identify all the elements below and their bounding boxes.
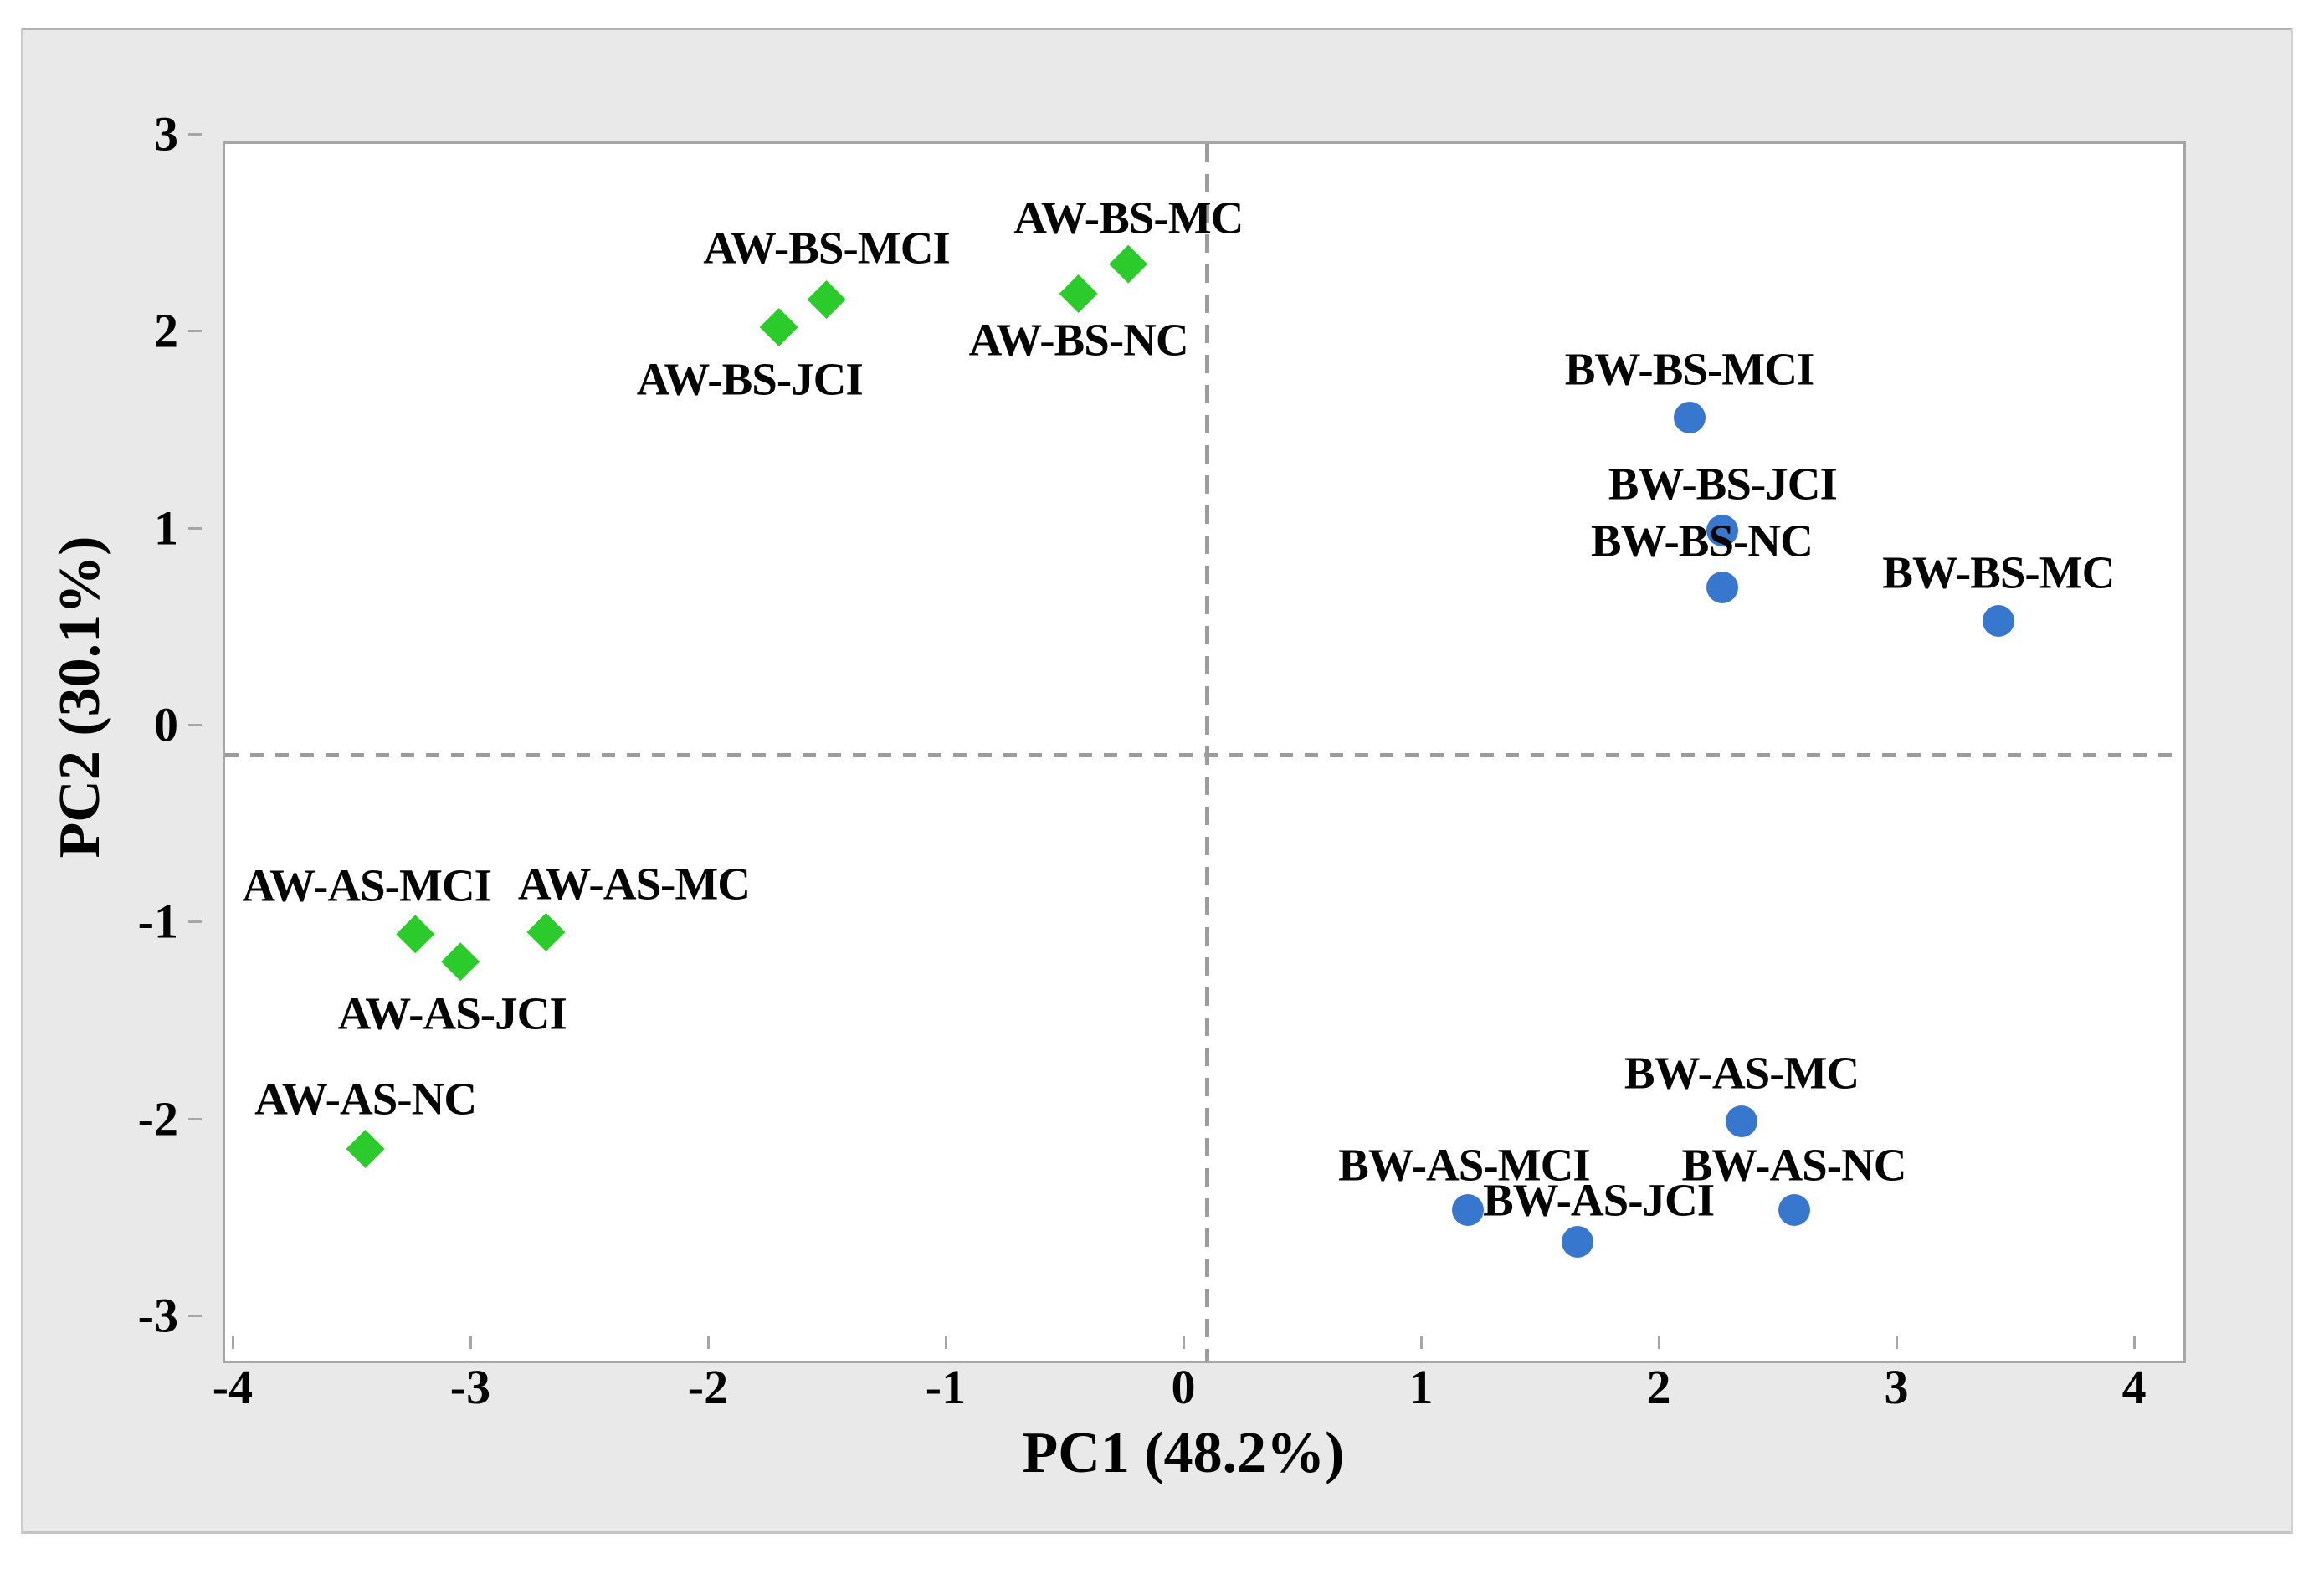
data-point-label-aw-as-mc: AW-AS-MC bbox=[517, 858, 751, 910]
y-tick-label: 1 bbox=[154, 500, 178, 556]
x-tick-mark bbox=[2133, 1336, 2137, 1349]
data-point-label-aw-bs-mci: AW-BS-MCI bbox=[703, 222, 951, 274]
x-tick-label: -1 bbox=[925, 1360, 967, 1414]
y-tick-label: -3 bbox=[137, 1288, 178, 1343]
x-tick-mark bbox=[231, 1336, 234, 1349]
y-tick-mark bbox=[188, 724, 202, 726]
data-point-label-aw-bs-mc: AW-BS-MC bbox=[1013, 192, 1244, 244]
chart-panel: AW-BS-MCI AW-BS-JCI AW-BS-NC AW-BS-MC AW-AS-… bbox=[21, 28, 2293, 1534]
data-point-marker-bw-bs-mci bbox=[1673, 402, 1706, 434]
data-point-label-bw-as-nc: BW-AS-NC bbox=[1681, 1139, 1907, 1191]
y-tick-label: 3 bbox=[154, 106, 178, 162]
data-point-marker-aw-bs-jci bbox=[759, 308, 798, 346]
x-tick-mark bbox=[1420, 1336, 1424, 1349]
y-tick-label: -1 bbox=[137, 894, 178, 949]
data-point-label-aw-as-jci: AW-AS-JCI bbox=[337, 987, 567, 1039]
data-point-marker-bw-as-nc bbox=[1778, 1193, 1810, 1226]
data-point-marker-bw-as-mc bbox=[1726, 1105, 1758, 1137]
x-tick-label: 4 bbox=[2121, 1360, 2147, 1414]
data-point-marker-aw-bs-nc bbox=[1059, 274, 1098, 313]
data-point-label-aw-as-nc: AW-AS-NC bbox=[254, 1073, 477, 1125]
x-tick-label: -3 bbox=[449, 1360, 491, 1414]
data-point-label-bw-as-mci: BW-AS-MCI bbox=[1338, 1139, 1591, 1191]
y-tick-label: -2 bbox=[137, 1091, 178, 1146]
x-tick-label: -2 bbox=[687, 1360, 729, 1414]
data-point-label-bw-as-mc: BW-AS-MC bbox=[1624, 1047, 1860, 1099]
data-point-marker-aw-bs-mc bbox=[1109, 244, 1148, 284]
y-tick-label: 0 bbox=[154, 697, 178, 752]
data-point-label-bw-as-jci: BW-AS-JCI bbox=[1482, 1174, 1715, 1226]
data-point-marker-aw-as-mc bbox=[526, 912, 566, 951]
y-tick-mark bbox=[188, 526, 202, 530]
data-point-marker-bw-bs-mc bbox=[1982, 604, 2014, 637]
data-point-marker-bw-as-jci bbox=[1562, 1225, 1594, 1258]
x-tick-label: 1 bbox=[1408, 1360, 1434, 1414]
y-tick-mark bbox=[188, 1117, 202, 1120]
x-tick-mark bbox=[706, 1336, 710, 1349]
data-point-label-bw-bs-nc: BW-BS-NC bbox=[1590, 515, 1814, 567]
data-point-label-bw-bs-mci: BW-BS-MCI bbox=[1564, 343, 1815, 395]
y-tick-mark bbox=[188, 920, 202, 924]
data-point-label-aw-as-mci: AW-AS-MCI bbox=[242, 859, 492, 911]
y-tick-mark bbox=[188, 330, 202, 333]
zero-line-horizontal bbox=[225, 753, 2183, 757]
data-point-label-aw-bs-jci: AW-BS-JCI bbox=[636, 353, 864, 405]
x-tick-mark bbox=[1896, 1336, 1899, 1349]
x-tick-label: 0 bbox=[1171, 1360, 1196, 1414]
data-point-label-bw-bs-jci: BW-BS-JCI bbox=[1608, 458, 1838, 510]
data-point-marker-bw-bs-jci bbox=[1706, 514, 1739, 546]
data-point-marker-aw-bs-mci bbox=[807, 280, 846, 320]
x-tick-mark bbox=[944, 1336, 947, 1349]
y-tick-mark bbox=[188, 132, 202, 136]
x-tick-label: 2 bbox=[1646, 1360, 1671, 1414]
data-point-marker-aw-as-nc bbox=[346, 1129, 385, 1168]
data-point-label-bw-bs-mc: BW-BS-MC bbox=[1882, 546, 2115, 598]
y-tick-mark bbox=[188, 1315, 202, 1318]
data-point-marker-bw-as-mci bbox=[1452, 1193, 1485, 1226]
x-tick-label: 3 bbox=[1884, 1360, 1909, 1414]
x-tick-mark bbox=[469, 1336, 472, 1349]
y-axis-title: PC2 (30.1%) bbox=[48, 536, 112, 859]
data-point-label-aw-bs-nc: AW-BS-NC bbox=[968, 314, 1189, 366]
y-tick-label: 2 bbox=[154, 303, 178, 358]
zero-line-vertical bbox=[1205, 144, 1209, 1361]
x-axis-title: PC1 (48.2%) bbox=[1022, 1421, 1345, 1485]
data-point-marker-aw-as-jci bbox=[441, 942, 480, 982]
data-point-marker-aw-as-mci bbox=[396, 915, 435, 954]
plot-area: AW-BS-MCI AW-BS-JCI AW-BS-NC AW-BS-MC AW-AS-… bbox=[223, 141, 2186, 1363]
data-point-marker-bw-bs-nc bbox=[1706, 571, 1739, 603]
x-tick-label: -4 bbox=[212, 1360, 254, 1414]
x-tick-mark bbox=[1658, 1336, 1661, 1349]
x-tick-mark bbox=[1183, 1336, 1185, 1349]
